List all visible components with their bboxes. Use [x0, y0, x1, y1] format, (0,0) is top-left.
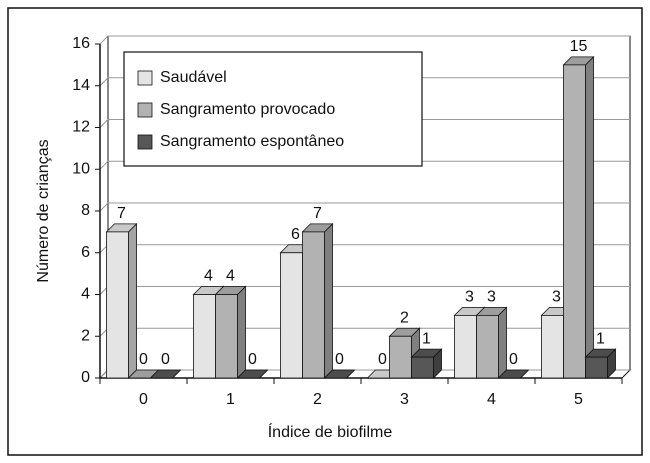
- data-label: 15: [570, 38, 588, 55]
- data-label: 3: [487, 289, 496, 306]
- data-label: 3: [465, 289, 474, 306]
- grid-line: [99, 202, 630, 212]
- legend-label: Saudável: [160, 69, 227, 86]
- grid-line: [99, 77, 630, 87]
- y-tick-label: 8: [81, 202, 90, 219]
- data-label: 4: [226, 268, 235, 285]
- y-tick-label: 6: [81, 244, 90, 261]
- y-tick-label: 16: [72, 35, 90, 52]
- bar: [215, 294, 238, 379]
- y-tick-label: 4: [81, 286, 90, 303]
- data-label: 0: [248, 351, 257, 368]
- x-tick-label: 4: [487, 391, 496, 408]
- grid-line: [99, 119, 630, 128]
- bar: [411, 356, 434, 379]
- bar-side: [585, 55, 594, 379]
- data-label: 0: [335, 351, 344, 368]
- y-tick-label: 2: [81, 327, 90, 344]
- y-tick-label: 14: [72, 77, 90, 94]
- x-tick-label: 2: [313, 391, 322, 408]
- data-label: 1: [596, 330, 605, 347]
- bar: [585, 356, 608, 379]
- legend-swatch: [137, 134, 153, 150]
- data-label: 0: [509, 351, 518, 368]
- bar-top: [497, 369, 530, 379]
- bar-top: [149, 369, 182, 379]
- bar-side: [237, 285, 246, 379]
- legend-swatch: [137, 102, 153, 118]
- data-label: 6: [291, 226, 300, 243]
- bar: [106, 231, 129, 379]
- bar: [563, 64, 586, 379]
- legend-label: Sangramento provocado: [160, 101, 335, 118]
- data-label: 0: [378, 351, 387, 368]
- y-tick-label: 0: [81, 369, 90, 386]
- bar-side: [324, 222, 333, 379]
- data-label: 2: [400, 309, 409, 326]
- x-tick-label: 0: [139, 391, 148, 408]
- bar: [454, 314, 477, 379]
- bar: [476, 314, 499, 379]
- data-label: 0: [139, 351, 148, 368]
- data-label: 7: [117, 205, 126, 222]
- bar-side: [128, 222, 137, 379]
- grid-line: [99, 35, 630, 45]
- legend-swatch: [137, 70, 153, 86]
- bar: [302, 231, 325, 379]
- legend: Saudável Sangramento provocado Sangramento…: [123, 51, 423, 167]
- data-label: 3: [552, 289, 561, 306]
- bar-side: [498, 306, 507, 379]
- legend-label: Sangramento espontâneo: [160, 133, 344, 150]
- data-label: 0: [161, 351, 170, 368]
- x-axis-label: Índice de biofilme: [268, 422, 393, 441]
- y-tick-label: 12: [72, 119, 90, 136]
- frame: [7, 7, 643, 456]
- legend-box: [123, 51, 423, 167]
- bar: [280, 252, 303, 379]
- grid-line: [99, 160, 630, 170]
- y-axis-label: Número de crianças: [35, 139, 52, 282]
- bar: [541, 314, 564, 379]
- x-tick-label: 3: [400, 391, 409, 408]
- bar: [389, 335, 412, 379]
- bar: [193, 294, 216, 379]
- bar-top: [323, 369, 356, 379]
- y-tick-label: 10: [72, 160, 90, 177]
- data-label: 1: [422, 330, 431, 347]
- bar-top: [236, 369, 269, 379]
- x-tick-label: 1: [226, 391, 235, 408]
- data-label: 4: [204, 268, 213, 285]
- data-label: 7: [313, 205, 322, 222]
- x-tick-label: 5: [574, 391, 583, 408]
